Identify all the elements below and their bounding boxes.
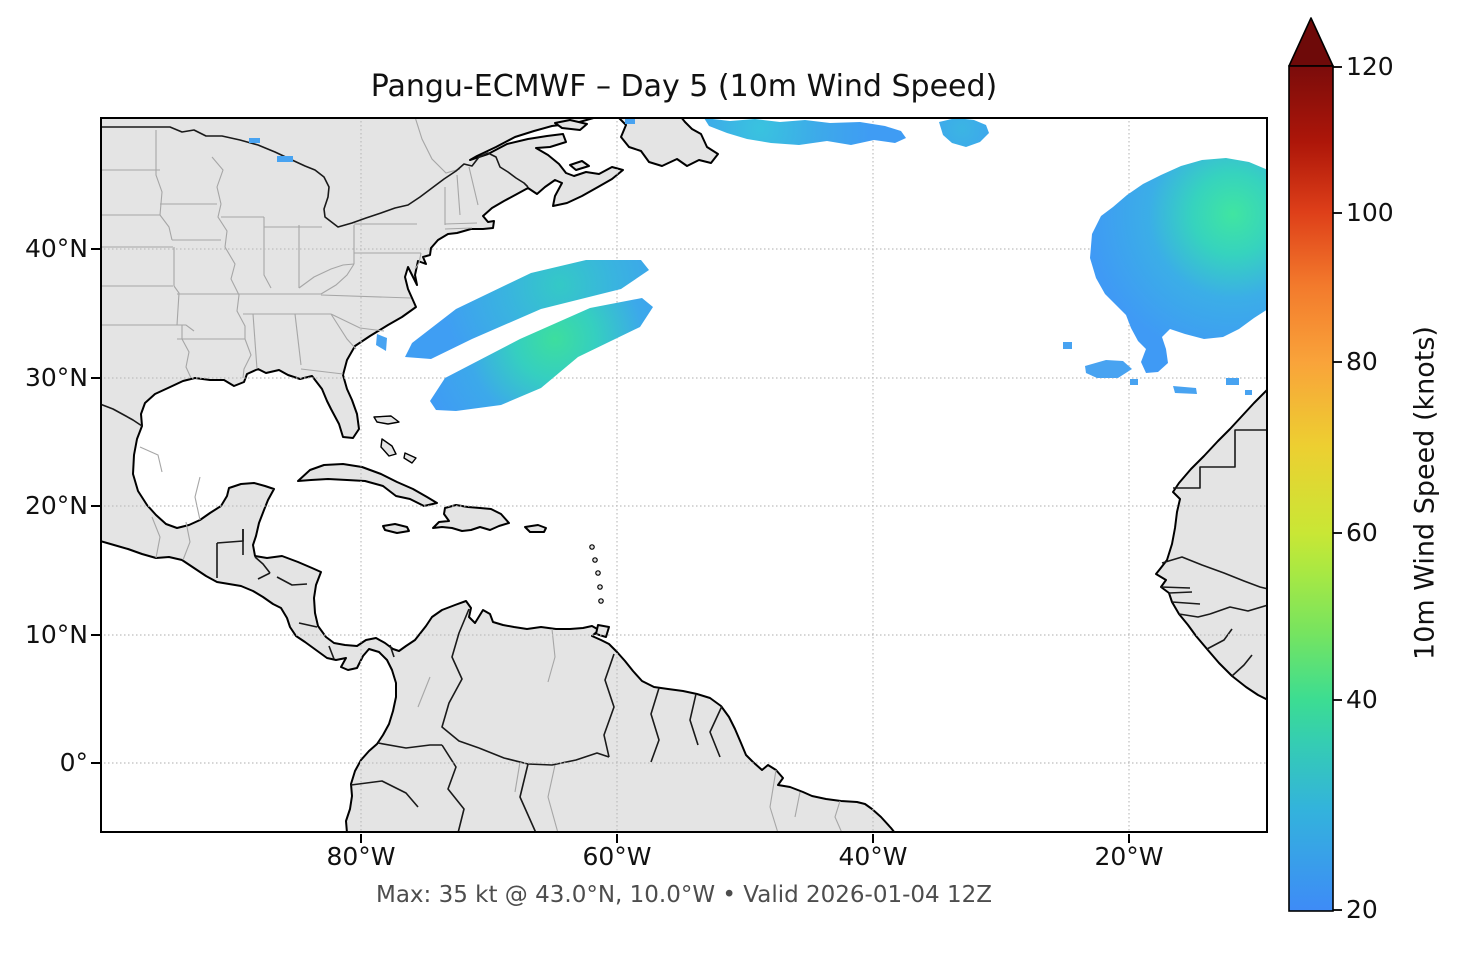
caption-max-wind: Max: 35 kt @ 43.0°N, 10.0°W • Valid 2026…	[375, 882, 993, 908]
x-tick-label-40w: 40°W	[838, 842, 908, 871]
africa-landmass	[1155, 388, 1268, 701]
y-tick-mark	[91, 634, 100, 636]
wind-patch-coastal-speck	[376, 334, 387, 351]
map-plot-area	[100, 117, 1268, 833]
wind-patch-gulfstream-north	[405, 260, 649, 359]
us-mexico-border	[100, 403, 143, 427]
colorbar-gradient-bar	[1288, 65, 1334, 912]
graticule-gridlines	[100, 117, 1268, 833]
newfoundland-island	[617, 117, 719, 167]
y-tick-label-0: 0°	[59, 748, 88, 777]
x-tick-mark	[872, 834, 874, 843]
colorbar-tick-20: 20	[1346, 895, 1378, 924]
lesser-antilles-islands	[589, 544, 604, 604]
wind-patch-gulfstream-south	[430, 298, 653, 411]
wind-patch-north-atlantic-50n	[704, 118, 906, 145]
x-tick-label-80w: 80°W	[326, 842, 396, 871]
wind-speck-newfoundland	[625, 119, 635, 124]
y-tick-mark	[91, 377, 100, 379]
jamaica-island	[382, 523, 410, 534]
colorbar-tick-80: 80	[1346, 347, 1378, 376]
americas-landmass	[100, 117, 896, 833]
x-tick-label-60w: 60°W	[582, 842, 652, 871]
colorbar-tick-100: 100	[1346, 198, 1394, 227]
colorbar-tick-120: 120	[1346, 52, 1394, 81]
colorbar-tick-60: 60	[1346, 518, 1378, 547]
x-tick-mark	[360, 834, 362, 843]
colorbar-extend-arrow	[1288, 17, 1334, 67]
land-masses	[100, 117, 1268, 833]
state-borders	[100, 117, 843, 833]
colorbar-tick-40: 40	[1346, 685, 1378, 714]
wind-patch-small-50n	[939, 118, 989, 147]
x-tick-mark	[1128, 834, 1130, 843]
wind-specks-lake-superior	[249, 138, 293, 162]
x-tick-mark	[616, 834, 618, 843]
puerto-rico-island	[524, 524, 547, 533]
y-tick-label-20n: 20°N	[24, 491, 88, 520]
plot-title: Pangu-ECMWF – Day 5 (10m Wind Speed)	[370, 69, 998, 104]
x-tick-label-20w: 20°W	[1094, 842, 1164, 871]
wind-patch-iberia-storm	[1090, 158, 1268, 373]
us-canada-border	[100, 126, 529, 228]
trinidad-island	[595, 624, 610, 638]
y-tick-mark	[91, 248, 100, 250]
prince-edward-island	[569, 160, 590, 171]
cuba-island	[297, 463, 438, 507]
y-tick-label-40n: 40°N	[24, 234, 88, 263]
hispaniola-island	[432, 504, 510, 532]
bahamas-islands	[373, 415, 417, 464]
country-borders	[100, 126, 1268, 833]
wind-specks-madeira-canaries	[1063, 342, 1252, 395]
y-tick-label-10n: 10°N	[24, 620, 88, 649]
colorbar-tick-marks	[1333, 66, 1342, 911]
axes-frame	[100, 117, 1268, 833]
wind-speed-patches	[249, 118, 1268, 411]
colorbar	[1288, 17, 1342, 912]
y-tick-label-30n: 30°N	[24, 363, 88, 392]
y-tick-mark	[91, 762, 100, 764]
y-tick-mark	[91, 505, 100, 507]
anticosti-island	[554, 119, 588, 131]
